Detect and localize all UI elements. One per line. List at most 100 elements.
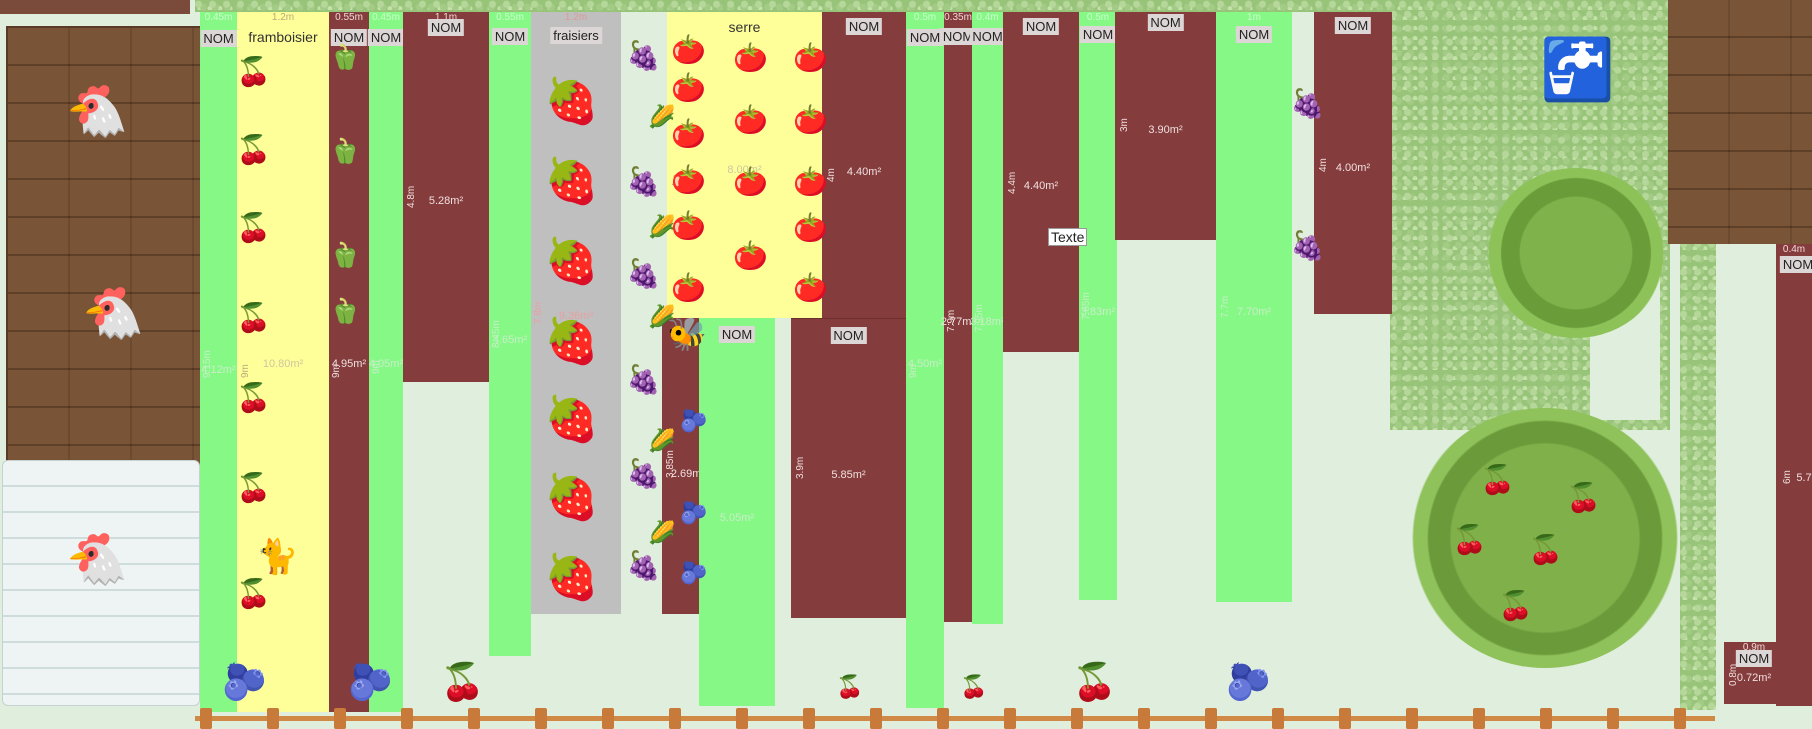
- tomato-icon: 🍅: [671, 164, 706, 195]
- strawberry-icon: 🍓: [544, 317, 599, 366]
- pepper-icon: 🫑: [330, 44, 360, 71]
- cherry-icon: 🍒: [1452, 524, 1487, 555]
- strawberry-icon: 🍓: [544, 157, 599, 206]
- fence-post: [803, 708, 815, 729]
- tomato-icon: 🍅: [733, 42, 768, 73]
- fence-post: [1674, 708, 1686, 729]
- fence-post: [1138, 708, 1150, 729]
- fence-post: [1004, 708, 1016, 729]
- bee-icon: 🐝: [667, 316, 707, 352]
- bed-b1[interactable]: 0.45m NOM 9.15m 4.12m²: [200, 12, 237, 712]
- bed-b20[interactable]: NOM 4m 4.00m²: [1314, 12, 1392, 314]
- cherry-icon: 🍒: [236, 578, 271, 609]
- fence-post: [267, 708, 279, 729]
- tomato-icon: 🍅: [671, 118, 706, 149]
- bed-b19[interactable]: 1m NOM 7.7m 7.70m²: [1216, 12, 1292, 602]
- tomato-icon: 🍅: [793, 212, 828, 243]
- tomato-icon: 🍅: [733, 240, 768, 271]
- redcurrant-icon: 🍒: [440, 661, 485, 702]
- bed-b5[interactable]: 1.1m NOM 4.8m 5.28m²: [403, 12, 489, 382]
- text-annotation[interactable]: Texte: [1048, 228, 1088, 246]
- fence-post: [401, 708, 413, 729]
- fence-post: [200, 708, 212, 729]
- strawberry-icon: 🍓: [544, 395, 599, 444]
- chicken-icon: 🐔: [82, 285, 145, 341]
- bed-name: NOM: [1235, 26, 1273, 43]
- fence-post: [1607, 708, 1619, 729]
- tomato-icon: 🍅: [793, 42, 828, 73]
- redcurrant-icon: 🫐: [680, 408, 708, 433]
- tomato-icon: 🍅: [671, 72, 706, 103]
- bed-b8[interactable]: serre 4m 8.00m²: [667, 12, 822, 318]
- bed-name: NOM: [330, 29, 368, 46]
- bed-b2[interactable]: 1.2m framboisier 9m 10.80m²: [237, 12, 329, 712]
- top-hedge: [195, 0, 1675, 12]
- bed-name: NOM: [367, 29, 405, 46]
- bed-b21[interactable]: 0.9m NOM 0.8m 0.72m²: [1724, 642, 1784, 704]
- blackberry-icon: 🫐: [222, 661, 267, 702]
- cherry-icon: 🍒: [1528, 534, 1563, 565]
- fence-post: [1272, 708, 1284, 729]
- bed-b7[interactable]: 1.2m fraisiers 7.8m 9.36m²: [531, 12, 621, 614]
- cherry-icon: 🍒: [236, 472, 271, 503]
- cat-icon: 🐈: [256, 538, 299, 576]
- bed-b18[interactable]: NOM 3m 3.90m²: [1115, 12, 1216, 240]
- cherry-icon: 🍒: [1498, 590, 1533, 621]
- bed-name: framboisier: [248, 29, 318, 45]
- chicken-icon: 🐔: [66, 83, 129, 139]
- faucet-icon: 🚰: [1540, 36, 1615, 103]
- bed-b15[interactable]: 0.4m NOM 7.95m 3.18m²: [969, 12, 1006, 624]
- cherry-icon: 🍒: [236, 134, 271, 165]
- cherry-icon: 🍒: [1480, 464, 1515, 495]
- shed-right: [1668, 0, 1812, 244]
- chicken-icon: 🐔: [66, 531, 129, 587]
- tomato-icon: 🍅: [671, 210, 706, 241]
- bed-name: serre: [728, 19, 761, 35]
- bed-b12[interactable]: NOM 3.9m 5.85m²: [791, 318, 906, 618]
- grape-icon: 🍇: [626, 550, 661, 581]
- fence-post: [1071, 708, 1083, 729]
- bed-b13[interactable]: 0.5m NOM 9m 4.50m²: [906, 12, 944, 708]
- bed-name: NOM: [906, 29, 944, 46]
- bed-name: NOM: [1779, 256, 1812, 273]
- bed-b11[interactable]: NOM 5.05m²: [699, 318, 775, 706]
- redcurrant-icon: 🫐: [680, 560, 708, 585]
- cherry-icon: 🍒: [236, 212, 271, 243]
- pepper-icon: 🫑: [330, 242, 360, 269]
- fence-post: [736, 708, 748, 729]
- fence-post: [1339, 708, 1351, 729]
- bed-b6[interactable]: 0.55m NOM 8.45m 4.65m²: [489, 12, 531, 656]
- bed-name: NOM: [1022, 18, 1060, 35]
- redcurrant-icon: 🍒: [960, 674, 988, 699]
- grape-icon: 🍇: [1290, 88, 1325, 119]
- redcurrant-icon: 🍒: [1072, 661, 1117, 702]
- blackberry-icon: 🫐: [1226, 661, 1271, 702]
- cherry-icon: 🍒: [236, 382, 271, 413]
- bed-b14[interactable]: 0.35m NOM 7.9m 2.77m²: [939, 12, 977, 622]
- bed-b4[interactable]: 0.45m NOM 9m 4.05m²: [367, 12, 405, 712]
- water-tank: [2, 460, 200, 706]
- strawberry-icon: 🍓: [544, 237, 599, 286]
- grape-icon: 🍇: [1290, 230, 1325, 261]
- fence-post: [1406, 708, 1418, 729]
- bed-name: NOM: [1079, 26, 1117, 43]
- tomato-icon: 🍅: [671, 34, 706, 65]
- bed-name: NOM: [845, 18, 883, 35]
- redcurrant-icon: 🍒: [836, 674, 864, 699]
- fence: [195, 716, 1715, 721]
- tomato-icon: 🍅: [671, 272, 706, 303]
- fence-post: [1205, 708, 1217, 729]
- pepper-icon: 🫑: [330, 298, 360, 325]
- corn-icon: 🌽: [648, 520, 676, 545]
- bed-b3[interactable]: 0.55m NOM 9m 4.95m²: [329, 12, 369, 712]
- bed-name: NOM: [1334, 17, 1372, 34]
- bed-b22[interactable]: 0.4m NOM 6m 5.7: [1776, 244, 1812, 706]
- corn-icon: 🌽: [648, 214, 676, 239]
- fence-post: [669, 708, 681, 729]
- strawberry-icon: 🍓: [544, 77, 599, 126]
- bed-b9[interactable]: NOM 4m 4.40m²: [822, 12, 906, 318]
- grape-icon: 🍇: [626, 40, 661, 71]
- bed-b17[interactable]: 0.5m NOM 7.65m 3.83m²: [1079, 12, 1117, 600]
- blackberry-icon: 🫐: [348, 661, 393, 702]
- bed-b16[interactable]: NOM 4.4m 4.40m²: [1003, 12, 1079, 352]
